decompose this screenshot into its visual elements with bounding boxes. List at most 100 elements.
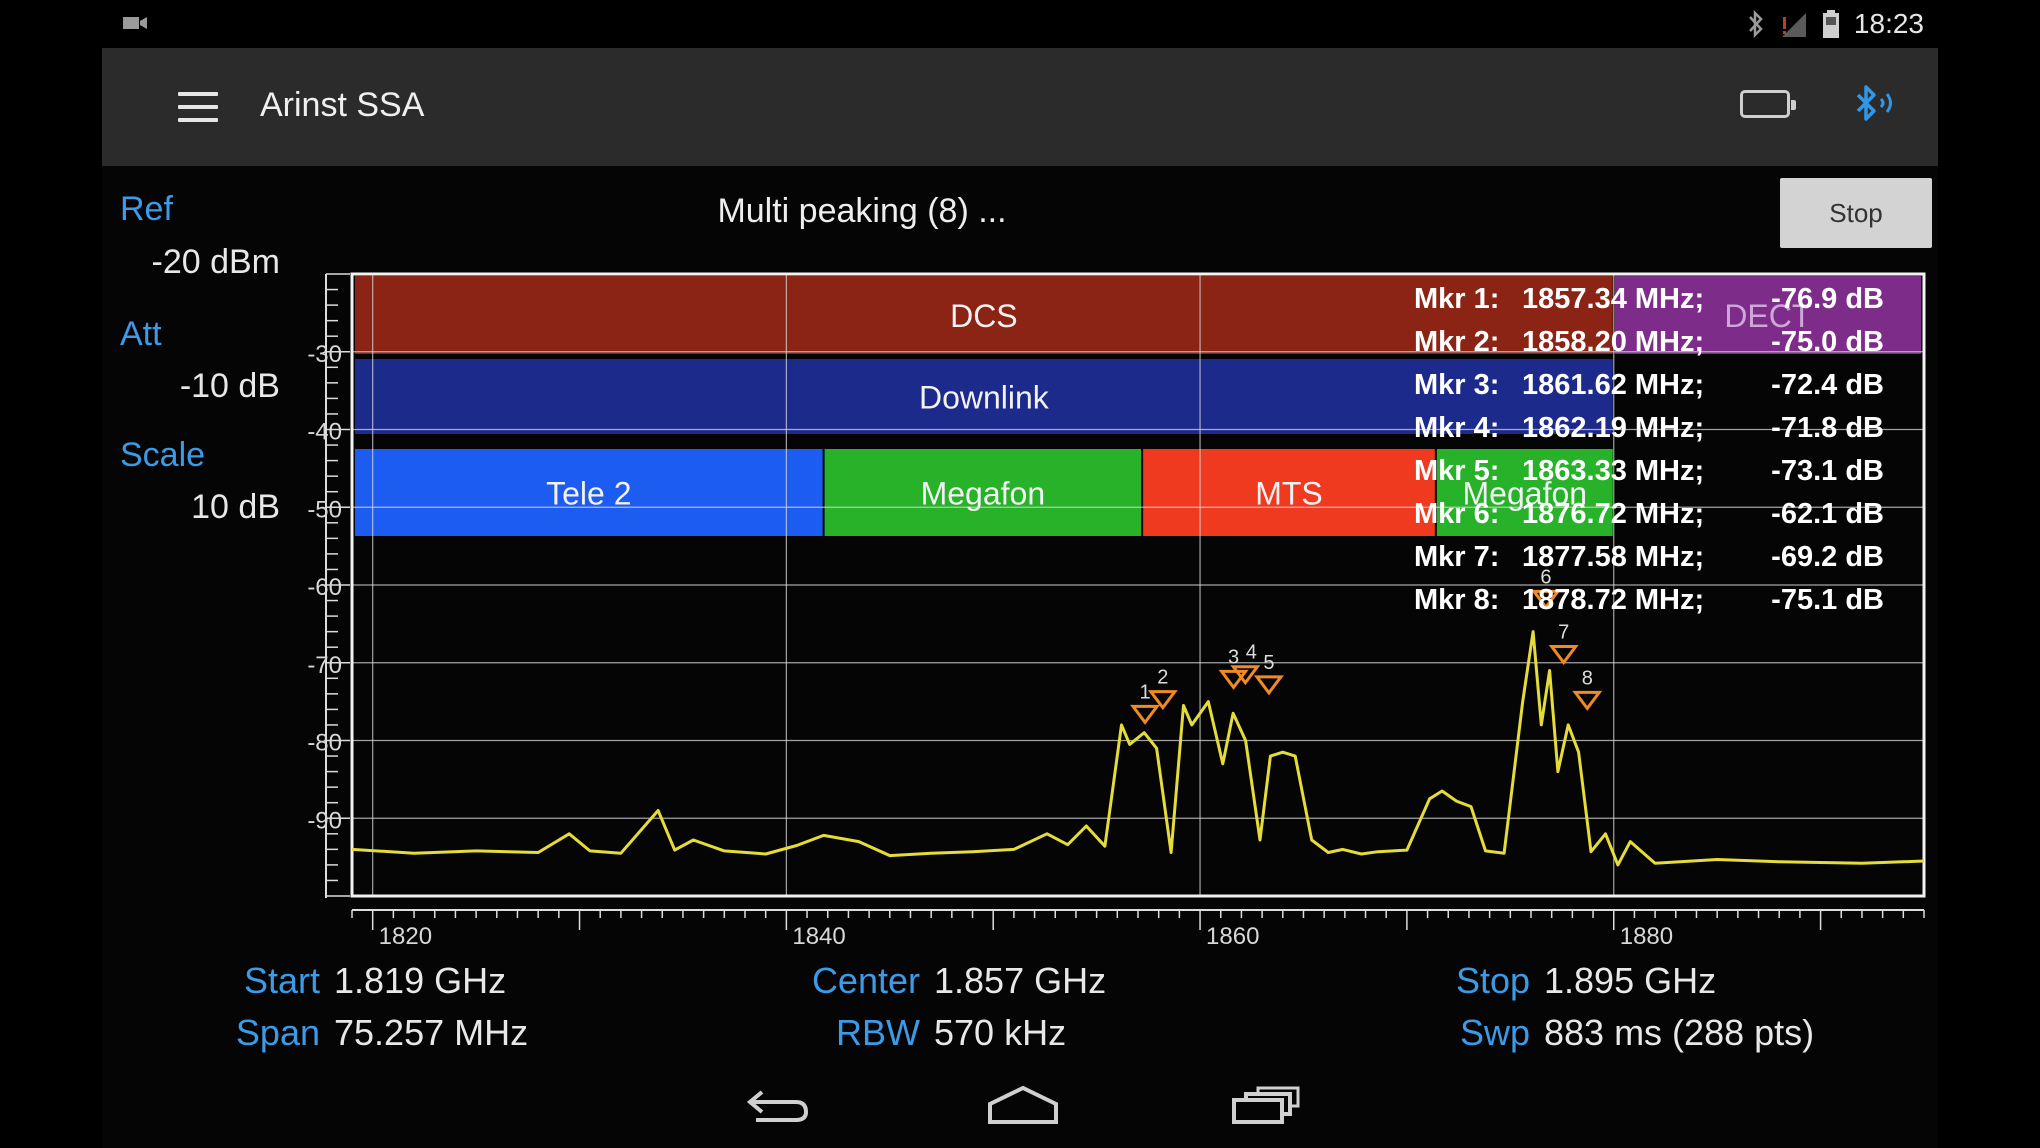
device-battery-icon [1740, 90, 1796, 118]
marker-readout-level: -76.9 dB [1771, 283, 1884, 315]
status-message: Multi peaking (8) ... [717, 192, 1007, 230]
marker-readout-freq: 1862.19 MHz; [1522, 412, 1704, 444]
band-label: Downlink [919, 380, 1050, 416]
swp-label: Swp [1459, 1012, 1530, 1053]
marker-readout-label: Mkr 8: [1414, 584, 1499, 616]
home-icon[interactable] [986, 1082, 1060, 1128]
marker-number: 2 [1157, 667, 1168, 689]
marker-readout-label: Mkr 5: [1414, 455, 1499, 487]
bluetooth-connect-icon[interactable] [1852, 82, 1900, 128]
stop-button[interactable]: Stop [1780, 178, 1932, 248]
marker-5 [1253, 675, 1284, 696]
marker-readout-freq: 1863.33 MHz; [1522, 455, 1704, 487]
marker-readout-level: -62.1 dB [1771, 498, 1884, 530]
marker-number: 8 [1582, 667, 1593, 689]
band-label: Tele 2 [546, 476, 631, 512]
spectrum-trace [351, 630, 1925, 867]
band-label: DECT [1724, 298, 1811, 334]
marker-number: 5 [1263, 652, 1274, 674]
marker-readout-level: -75.1 dB [1771, 584, 1884, 616]
marker-readout-label: Mkr 1: [1414, 283, 1499, 315]
x-tick-label: 1840 [792, 923, 845, 946]
ref-label: Ref [120, 190, 173, 228]
marker-readout-label: Mkr 2: [1414, 326, 1499, 358]
span-info[interactable]: Span 75.257 MHz [190, 1012, 528, 1054]
start-label: Start [243, 960, 320, 1001]
marker-readout-freq: 1876.72 MHz; [1522, 498, 1704, 530]
span-value: 75.257 MHz [334, 1012, 529, 1053]
band-label: MTS [1255, 476, 1323, 512]
marker-readout-label: Mkr 3: [1414, 369, 1499, 401]
bluetooth-icon [1749, 9, 1763, 39]
status-icons: 18:23 [1746, 6, 1924, 42]
marker-readout-freq: 1857.34 MHz; [1522, 283, 1704, 315]
y-tick-label: -70 [307, 652, 342, 679]
span-label: Span [235, 1012, 320, 1053]
x-tick-label: 1860 [1206, 923, 1259, 946]
stop-value: 1.895 GHz [1544, 960, 1717, 1001]
start-value: 1.819 GHz [334, 960, 507, 1001]
rbw-label: RBW [836, 1012, 920, 1053]
marker-number: 6 [1540, 566, 1551, 588]
hamburger-menu-icon[interactable] [178, 92, 218, 122]
marker-3 [1218, 669, 1249, 690]
band-label: Megafon [921, 476, 1046, 512]
y-tick-label: -30 [307, 341, 342, 368]
app-title: Arinst SSA [260, 86, 425, 124]
recent-apps-icon[interactable] [1230, 1084, 1302, 1126]
marker-readout-level: -71.8 dB [1771, 412, 1884, 444]
marker-readout-freq: 1877.58 MHz; [1522, 541, 1704, 573]
band-tele-2 [355, 449, 823, 536]
marker-number: 7 [1558, 622, 1569, 644]
start-info[interactable]: Start 1.819 GHz [190, 960, 506, 1002]
marker-readout-label: Mkr 7: [1414, 541, 1499, 573]
action-bar: Arinst SSA [102, 48, 1938, 166]
band-mts [1143, 449, 1435, 536]
band-megafon [824, 449, 1142, 536]
rbw-value: 570 kHz [934, 1012, 1067, 1053]
marker-readout-freq: 1861.62 MHz; [1522, 369, 1704, 401]
band-downlink [355, 359, 1613, 434]
center-info[interactable]: Center 1.857 GHz [788, 960, 1106, 1002]
att-value[interactable]: -10 dB [179, 367, 280, 405]
marker-readout-level: -73.1 dB [1771, 455, 1884, 487]
clock: 18:23 [1853, 8, 1924, 39]
signal-icon [1781, 13, 1806, 37]
band-label: DCS [950, 298, 1018, 334]
y-tick-label: -80 [307, 730, 342, 757]
marker-readout-level: -69.2 dB [1771, 541, 1884, 573]
band-dcs [355, 276, 1613, 354]
stop-info[interactable]: Stop 1.895 GHz [1400, 960, 1716, 1002]
center-label: Center [811, 960, 920, 1001]
navigation-bar [102, 1068, 1938, 1148]
plot-frame [350, 272, 1926, 898]
y-tick-label: -50 [307, 496, 342, 523]
device-screen: 18:23 Arinst SSA Ref -20 dBm Att -10 dB … [102, 0, 1938, 1148]
status-bar: 18:23 [102, 0, 1938, 48]
marker-number: 4 [1246, 642, 1257, 664]
x-tick-label: 1880 [1620, 923, 1673, 946]
center-value: 1.857 GHz [934, 960, 1107, 1001]
marker-4 [1230, 665, 1261, 686]
rbw-info[interactable]: RBW 570 kHz [788, 1012, 1066, 1054]
y-tick-label: -90 [307, 807, 342, 834]
band-megafon [1436, 449, 1613, 536]
marker-2 [1147, 690, 1178, 711]
back-icon[interactable] [746, 1082, 812, 1128]
marker-number: 1 [1139, 681, 1150, 703]
scale-value[interactable]: 10 dB [191, 488, 280, 526]
scale-label: Scale [120, 436, 206, 474]
marker-1 [1130, 704, 1161, 725]
band-label: Megafon [1463, 476, 1588, 512]
spectrum-chart[interactable]: DCS DECT Downlink Tele 2 Megafon MTS Megafon -3… [102, 266, 1938, 946]
x-tick-label: 1820 [379, 923, 432, 946]
y-tick-label: -40 [307, 419, 342, 446]
att-label: Att [120, 315, 162, 353]
ref-value[interactable]: -20 dBm [151, 243, 281, 281]
y-tick-label: -60 [307, 574, 342, 601]
marker-readout-freq: 1878.72 MHz; [1522, 584, 1704, 616]
marker-8 [1572, 690, 1603, 711]
marker-number: 3 [1228, 646, 1239, 668]
marker-readout-label: Mkr 4: [1414, 412, 1499, 444]
swp-info[interactable]: Swp 883 ms (288 pts) [1400, 1012, 1814, 1054]
